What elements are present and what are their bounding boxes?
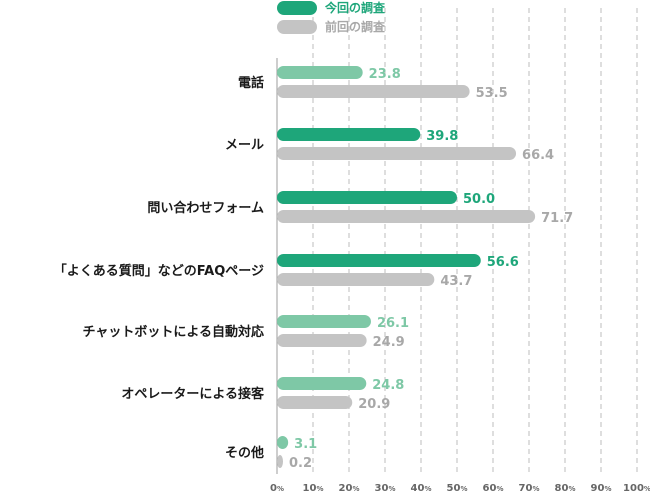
bar-previous xyxy=(277,396,353,409)
bar-previous xyxy=(277,273,435,286)
x-tick-label: 30% xyxy=(375,483,396,494)
x-tick-label: 80% xyxy=(555,483,576,494)
category-label: 電話 xyxy=(238,75,264,91)
x-tick-label: 20% xyxy=(339,483,360,494)
value-label-previous: 20.9 xyxy=(358,397,390,412)
value-label-current: 3.1 xyxy=(294,437,317,452)
x-tick-label: 90% xyxy=(591,483,612,494)
category-label: 問い合わせフォーム xyxy=(147,200,264,216)
value-label-previous: 66.4 xyxy=(522,148,554,163)
value-label-previous: 71.7 xyxy=(541,211,573,226)
bar-previous xyxy=(277,334,367,347)
bar-previous xyxy=(277,147,517,160)
value-label-previous: 53.5 xyxy=(476,86,508,101)
x-tick-label: 50% xyxy=(447,483,468,494)
value-label-previous: 43.7 xyxy=(440,274,472,289)
x-tick-label: 0% xyxy=(270,483,284,494)
value-label-current: 39.8 xyxy=(426,129,458,144)
category-label: メール xyxy=(225,138,264,153)
legend-swatch xyxy=(277,20,317,34)
bar-current xyxy=(277,66,363,79)
x-tick-label: 40% xyxy=(411,483,432,494)
category-label: チャットボットによる自動対応 xyxy=(83,324,264,340)
bar-previous xyxy=(277,455,283,468)
bar-current xyxy=(277,128,421,141)
bar-current xyxy=(277,254,481,267)
bar-current xyxy=(277,436,289,449)
legend-swatch xyxy=(277,1,317,15)
value-label-current: 23.8 xyxy=(369,67,401,82)
legend-label: 前回の調査 xyxy=(325,19,386,34)
legend-label: 今回の調査 xyxy=(324,0,386,15)
bar-previous xyxy=(277,210,536,223)
bar-current xyxy=(277,315,371,328)
value-label-previous: 24.9 xyxy=(373,335,405,350)
value-label-current: 56.6 xyxy=(487,255,519,270)
bar-previous xyxy=(277,85,470,98)
bar-current xyxy=(277,377,367,390)
value-label-current: 24.8 xyxy=(372,378,404,393)
category-label: 「よくある質問」などのFAQページ xyxy=(54,263,264,279)
category-label: オペレーターによる接客 xyxy=(121,386,265,402)
value-label-current: 50.0 xyxy=(463,192,495,207)
x-tick-label: 10% xyxy=(303,483,324,494)
x-tick-label: 70% xyxy=(519,483,540,494)
x-tick-label: 100% xyxy=(623,483,650,494)
value-label-previous: 0.2 xyxy=(289,456,312,471)
bar-current xyxy=(277,191,457,204)
value-label-current: 26.1 xyxy=(377,316,409,331)
category-label: その他 xyxy=(225,445,264,461)
x-tick-label: 60% xyxy=(483,483,504,494)
